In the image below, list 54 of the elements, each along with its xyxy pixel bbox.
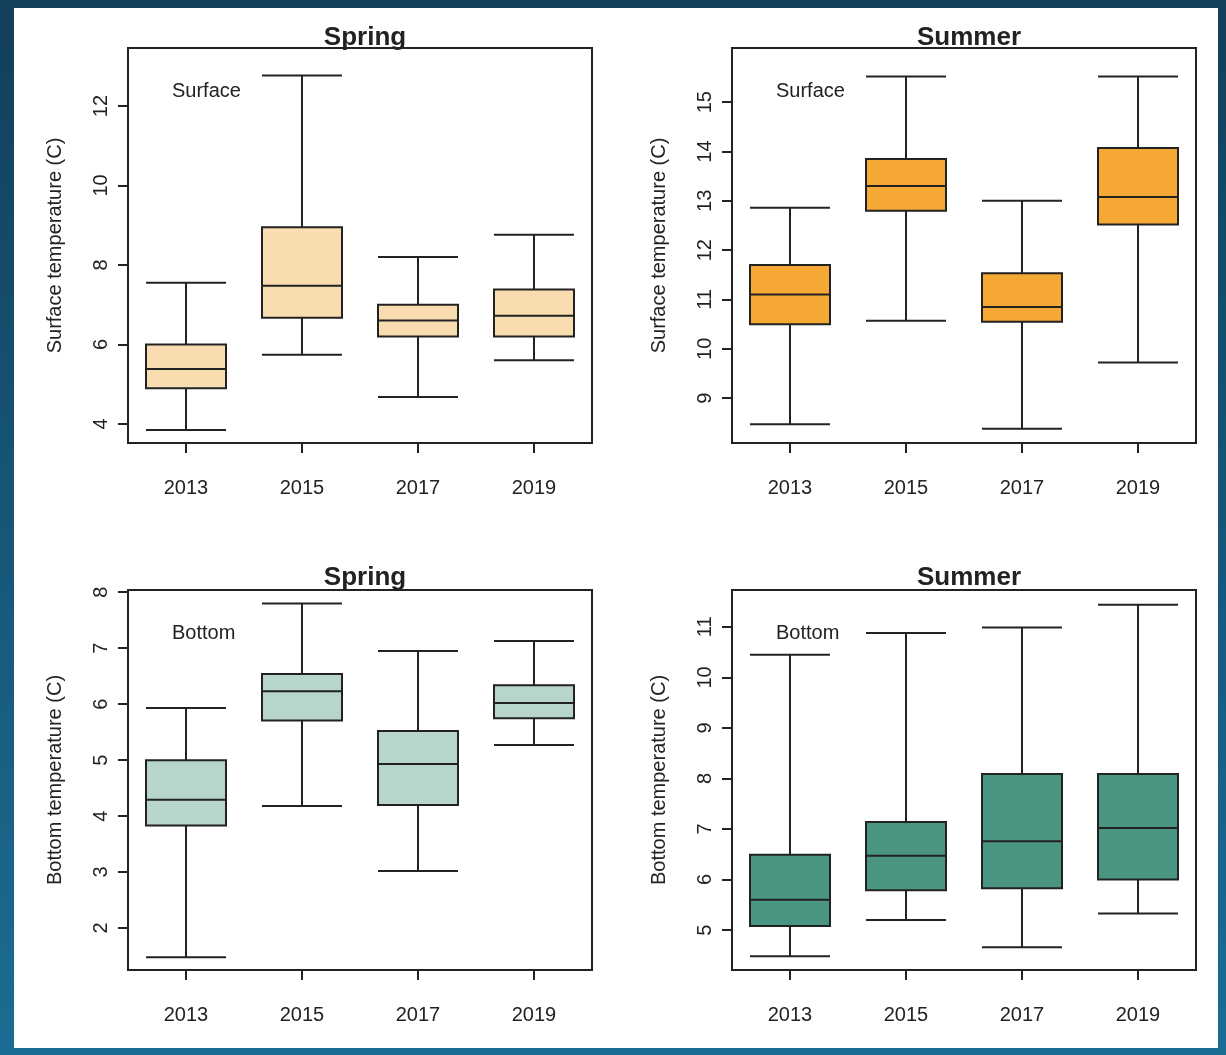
chart-title: Summer [916,21,1022,51]
chart-title: Summer [916,561,1022,591]
y-tick-label: 4 [89,418,111,430]
x-tick-label: 2017 [999,1003,1045,1025]
y-axis-title: Bottom temperature (C) [647,674,669,886]
chart-title: Spring [323,561,407,591]
x-tick-label: 2013 [767,476,813,498]
x-tick-label: 2015 [279,476,325,498]
y-tick-label: 10 [89,174,111,197]
x-tick-label: 2013 [163,476,209,498]
y-tick-label: 10 [693,666,715,689]
y-axis-title: Surface temperature (C) [647,137,669,354]
y-axis-title: Surface temperature (C) [43,137,65,354]
x-tick-label: 2015 [883,476,929,498]
y-tick-label: 12 [693,239,715,262]
y-tick-label: 8 [89,586,111,598]
annotation: Bottom [776,621,840,643]
x-tick-label: 2019 [511,1003,557,1025]
y-tick-label: 5 [693,924,715,936]
y-tick-label: 14 [693,140,715,163]
x-tick-label: 2019 [1115,1003,1161,1025]
x-tick-label: 2017 [395,1003,441,1025]
y-tick-label: 15 [693,91,715,114]
y-tick-label: 5 [89,754,111,766]
x-tick-label: 2013 [163,1003,209,1025]
x-tick-label: 2013 [767,1003,813,1025]
annotation: Surface [776,79,845,101]
y-tick-label: 7 [89,642,111,654]
annotation: Bottom [172,621,236,643]
y-tick-label: 10 [693,337,715,360]
y-tick-label: 9 [693,392,715,404]
y-axis-title: Bottom temperature (C) [43,674,65,886]
y-tick-label: 11 [693,616,715,638]
chart-title: Spring [323,21,407,51]
y-tick-label: 3 [89,866,111,878]
y-tick-label: 4 [89,810,111,822]
x-tick-label: 2019 [511,476,557,498]
y-tick-label: 8 [89,259,111,271]
y-tick-label: 7 [693,823,715,835]
x-tick-label: 2017 [999,476,1045,498]
y-tick-label: 6 [693,873,715,886]
y-tick-label: 12 [89,94,111,118]
y-tick-label: 9 [693,722,715,734]
y-tick-label: 11 [693,289,715,310]
y-tick-label: 2 [89,922,111,934]
annotation: Surface [172,79,241,101]
x-tick-label: 2019 [1115,476,1161,498]
y-tick-label: 6 [89,698,111,710]
x-tick-label: 2015 [279,1003,325,1025]
x-tick-label: 2015 [883,1003,929,1025]
y-tick-label: 13 [693,189,715,212]
x-tick-label: 2017 [395,476,441,498]
y-tick-label: 8 [693,772,715,785]
y-tick-label: 6 [89,338,111,351]
